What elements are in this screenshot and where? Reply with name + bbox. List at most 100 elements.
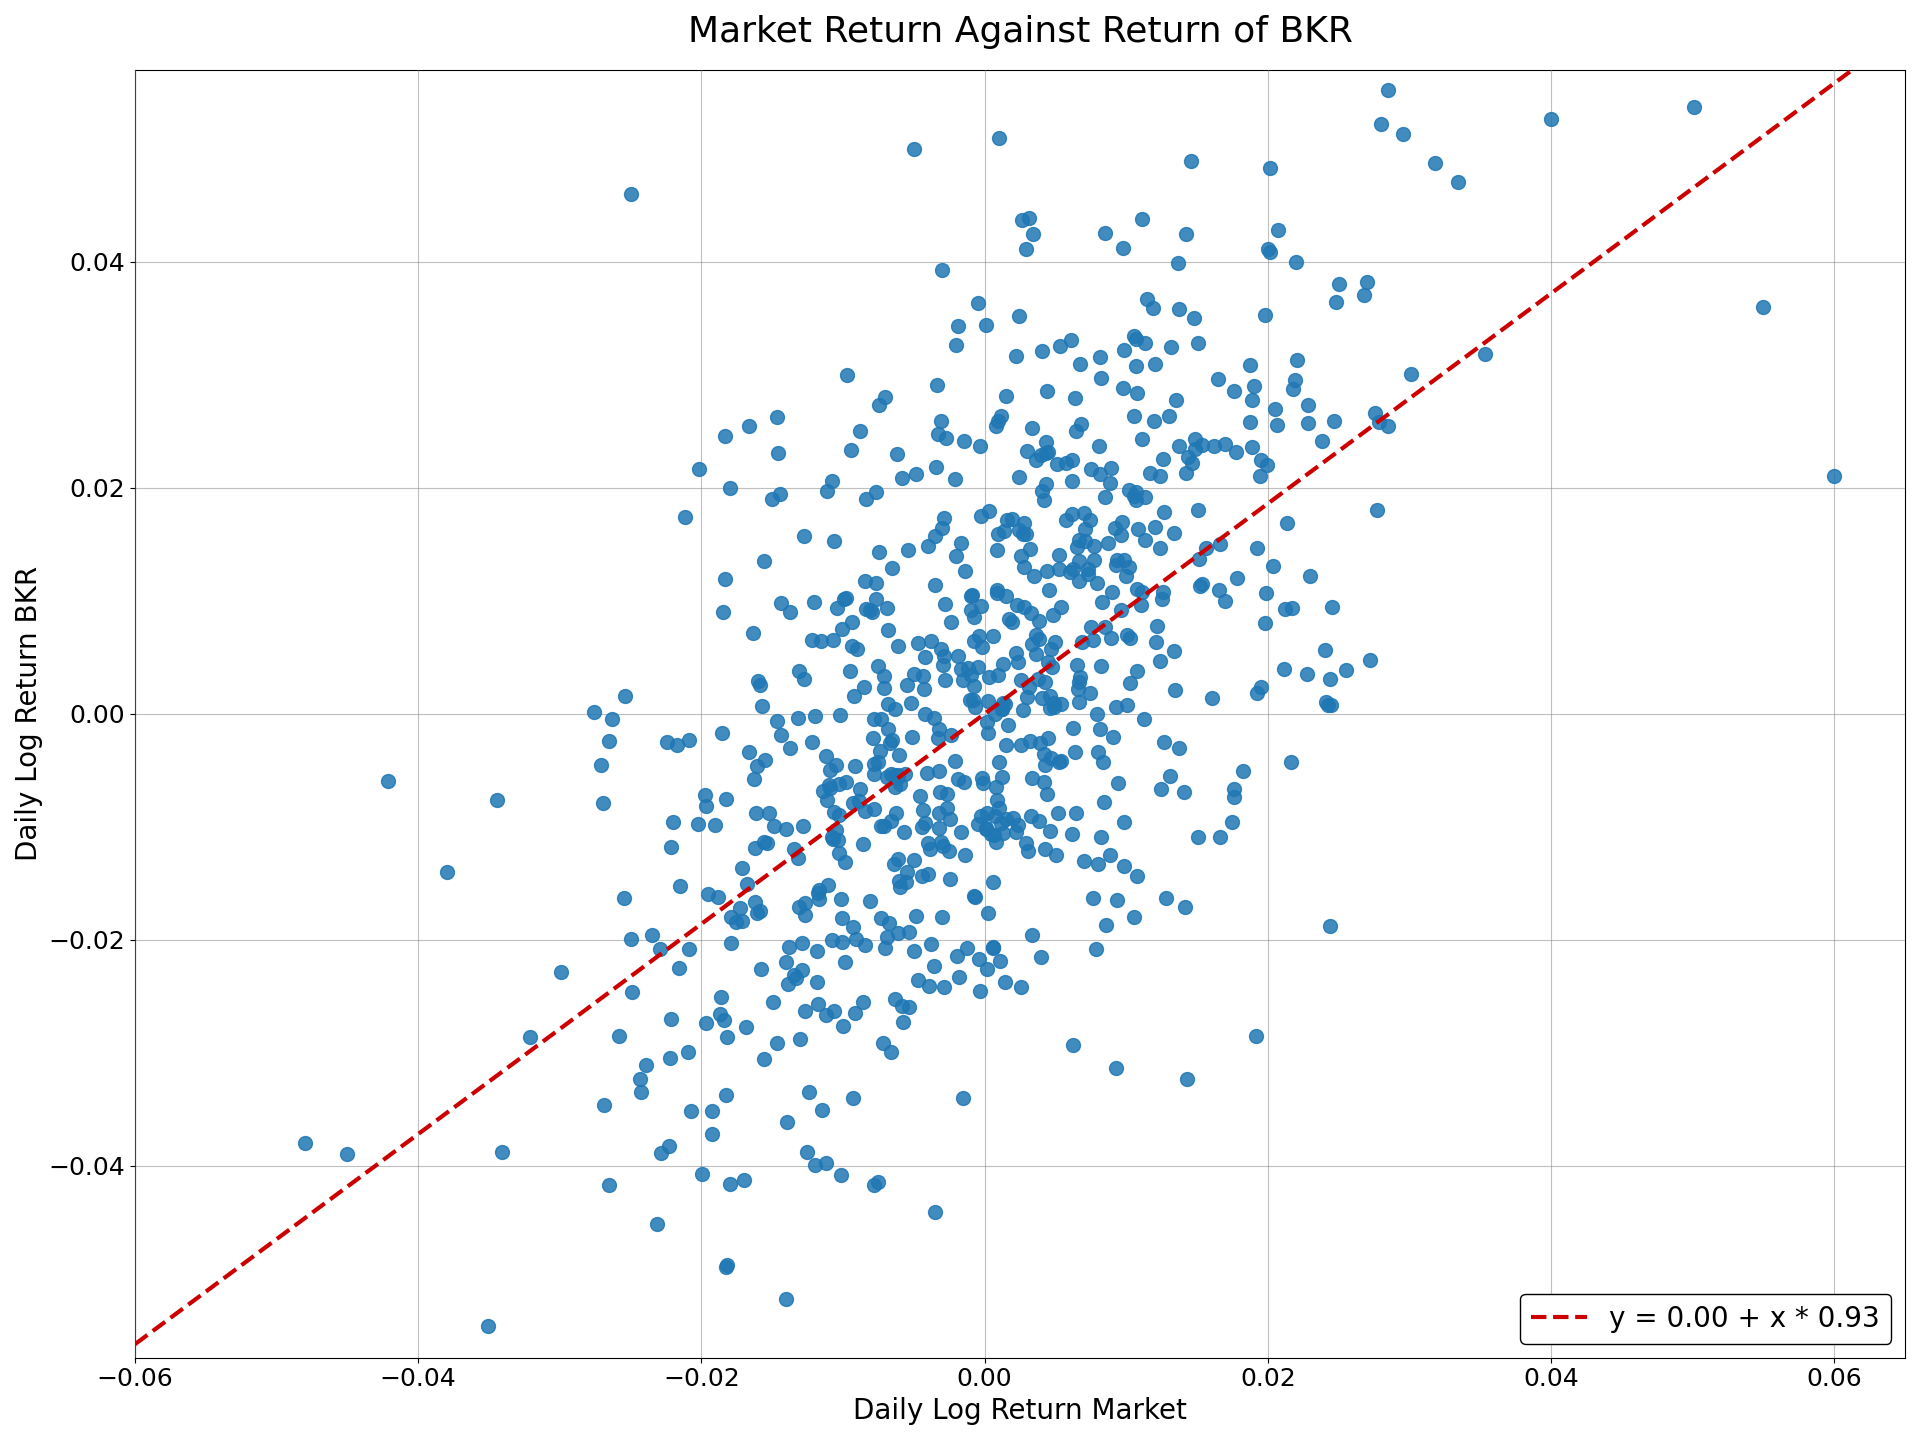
Point [1004, 465, 1035, 488]
Point [837, 611, 868, 634]
Point [1183, 547, 1213, 570]
Point [488, 1140, 518, 1164]
Point [972, 958, 1002, 981]
Point [1029, 743, 1060, 766]
Point [1313, 693, 1344, 716]
Point [860, 588, 891, 611]
Point [1025, 945, 1056, 968]
Point [789, 999, 820, 1022]
Point [1110, 338, 1140, 361]
Point [1018, 768, 1048, 791]
Point [818, 801, 849, 824]
Point [1081, 572, 1112, 595]
Point [883, 922, 914, 945]
Point [1031, 379, 1062, 402]
Point [1031, 559, 1062, 582]
Point [1096, 456, 1127, 480]
Point [1043, 557, 1073, 580]
Point [912, 534, 943, 557]
Point [924, 717, 954, 740]
Point [1043, 802, 1073, 825]
Point [1029, 770, 1060, 793]
Point [981, 539, 1012, 562]
Point [910, 703, 941, 726]
Point [972, 711, 1002, 734]
Point [952, 657, 983, 680]
Point [1000, 641, 1031, 664]
Point [981, 789, 1012, 812]
Point [1044, 543, 1075, 566]
Point [981, 415, 1012, 438]
Point [806, 1099, 837, 1122]
Point [812, 873, 843, 896]
Point [1094, 842, 1125, 865]
Point [1177, 451, 1208, 474]
Point [973, 690, 1004, 713]
Point [808, 779, 839, 802]
Point [1091, 616, 1121, 639]
Point [943, 314, 973, 337]
Point [1169, 896, 1200, 919]
Point [515, 1025, 545, 1048]
Point [876, 732, 906, 755]
Point [931, 782, 962, 805]
Point [1033, 782, 1064, 805]
Point [1144, 649, 1175, 672]
Point [783, 847, 814, 870]
Point [1077, 628, 1108, 651]
Point [712, 1254, 743, 1277]
Point [1114, 554, 1144, 577]
Point [1006, 975, 1037, 998]
Point [657, 1007, 687, 1030]
Point [703, 886, 733, 909]
Point [916, 629, 947, 652]
Point [1083, 852, 1114, 876]
Point [883, 870, 914, 893]
Point [1315, 914, 1346, 937]
Point [1273, 511, 1304, 534]
Point [972, 314, 1002, 337]
Point [883, 634, 914, 657]
Point [1221, 441, 1252, 464]
Point [1116, 671, 1146, 694]
Point [1075, 458, 1106, 481]
Point [766, 723, 797, 746]
Point [733, 742, 764, 765]
Point [879, 852, 910, 876]
Point [1033, 651, 1064, 674]
Point [1006, 733, 1037, 756]
Point [924, 802, 954, 825]
Point [829, 950, 860, 973]
Point [670, 505, 701, 528]
Point [962, 812, 993, 835]
Point [826, 704, 856, 727]
Point [1219, 785, 1250, 808]
Point [887, 467, 918, 490]
Point [1044, 693, 1075, 716]
Point [826, 1164, 856, 1187]
Point [874, 717, 904, 740]
Point [1031, 472, 1062, 495]
Point [1204, 825, 1235, 848]
Point [979, 703, 1010, 726]
Point [1085, 654, 1116, 677]
Point [864, 750, 895, 773]
Point [1004, 304, 1035, 327]
Point [860, 481, 891, 504]
Point [822, 598, 852, 621]
Point [851, 598, 881, 621]
Point [1236, 389, 1267, 412]
Point [1100, 696, 1131, 719]
Point [1319, 409, 1350, 432]
Point [1044, 334, 1075, 357]
Point [674, 729, 705, 752]
Point [762, 1032, 793, 1056]
Point [899, 662, 929, 685]
Point [1119, 405, 1150, 428]
Point [881, 802, 912, 825]
Point [1219, 778, 1250, 801]
Point [824, 773, 854, 796]
Point [1062, 654, 1092, 677]
Point [960, 696, 991, 719]
Point [783, 707, 814, 730]
